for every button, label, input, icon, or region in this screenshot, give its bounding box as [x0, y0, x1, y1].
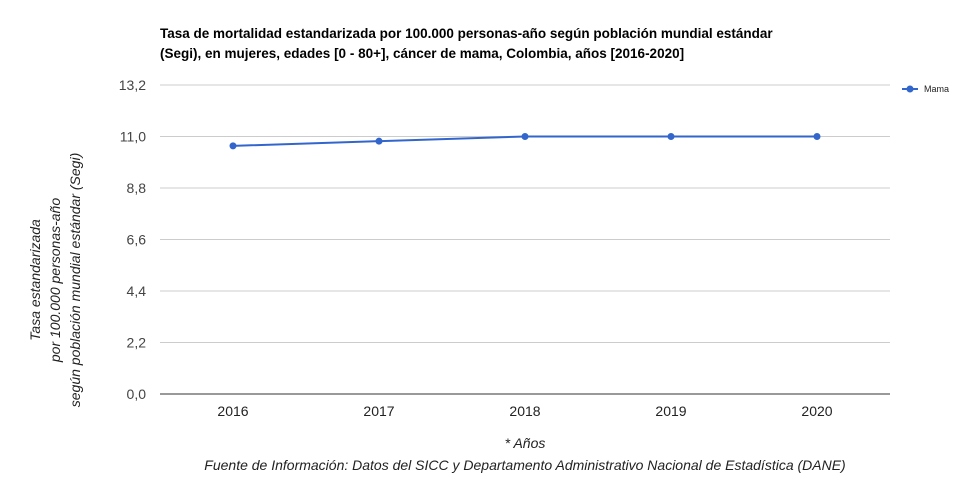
x-tick-label: 2018: [509, 403, 540, 419]
chart-title-line-1: Tasa de mortalidad estandarizada por 100…: [160, 26, 773, 41]
data-point[interactable]: [521, 133, 529, 140]
x-tick-label: 2019: [655, 403, 686, 419]
y-axis-label-line-1: Tasa estandarizada: [27, 219, 43, 341]
data-point[interactable]: [813, 133, 821, 140]
y-tick-label: 8,8: [127, 180, 147, 196]
y-tick-label: 2,2: [127, 335, 147, 351]
y-tick-label: 0,0: [127, 386, 147, 402]
chart-title: Tasa de mortalidad estandarizada por 100…: [160, 26, 773, 61]
x-axis-ticks: 2016 2017 2018 2019 2020: [217, 403, 832, 419]
y-tick-label: 11,0: [120, 129, 146, 145]
series-layer: [229, 133, 821, 150]
legend-label[interactable]: Mama: [924, 84, 949, 94]
gridlines: [160, 84, 890, 395]
legend-marker: [906, 85, 914, 93]
y-tick-label: 6,6: [127, 232, 147, 248]
x-tick-label: 2020: [801, 403, 832, 419]
y-axis-label: Tasa estandarizada por 100.000 personas-…: [27, 153, 83, 408]
data-point[interactable]: [229, 142, 237, 150]
x-tick-label: 2016: [217, 403, 248, 419]
legend: Mama: [902, 84, 949, 94]
chart-title-line-2: (Segi), en mujeres, edades [0 - 80+], cá…: [160, 46, 684, 61]
source-note: Fuente de Información: Datos del SICC y …: [204, 457, 845, 473]
x-axis-label: * Años: [505, 435, 546, 451]
data-point[interactable]: [375, 137, 383, 145]
data-point[interactable]: [667, 133, 675, 140]
y-axis-ticks: 0,0 2,2 4,4 6,6 8,8 11,0 13,2: [119, 77, 146, 402]
x-tick-label: 2017: [363, 403, 394, 419]
y-axis-label-line-2: por 100.000 personas-año: [47, 198, 63, 363]
y-axis-label-line-3: según población mundial estándar (Segi): [67, 153, 83, 408]
y-tick-label: 13,2: [119, 77, 146, 93]
y-tick-label: 4,4: [127, 283, 147, 299]
